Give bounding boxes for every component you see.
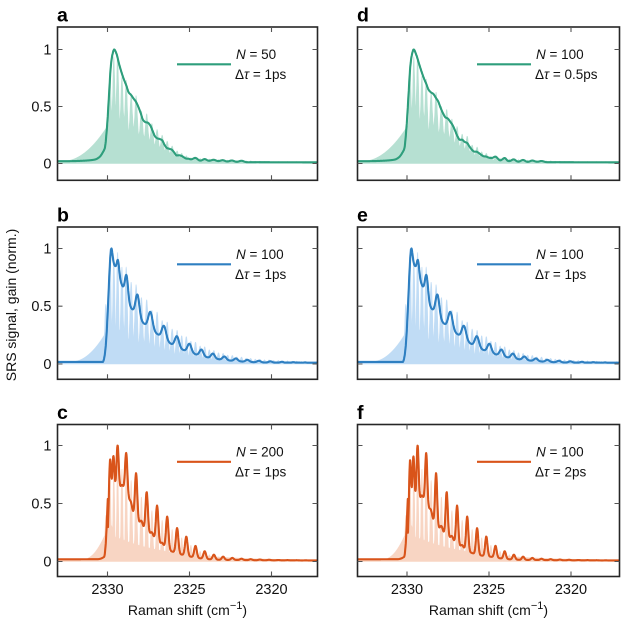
svg-text:1: 1 bbox=[43, 43, 51, 59]
svg-text:SRS signal, gain (norm.): SRS signal, gain (norm.) bbox=[3, 229, 19, 382]
svg-text:N = 100: N = 100 bbox=[536, 47, 584, 62]
svg-text:N = 100: N = 100 bbox=[236, 247, 284, 262]
svg-text:f: f bbox=[357, 402, 364, 424]
svg-text:Δτ = 2ps: Δτ = 2ps bbox=[535, 465, 586, 480]
svg-text:d: d bbox=[357, 4, 369, 26]
svg-text:Δτ = 1ps: Δτ = 1ps bbox=[535, 267, 586, 282]
svg-text:0.5: 0.5 bbox=[31, 299, 51, 315]
svg-text:Δτ = 0.5ps: Δτ = 0.5ps bbox=[535, 67, 598, 82]
svg-text:c: c bbox=[57, 402, 68, 424]
svg-text:Δτ = 1ps: Δτ = 1ps bbox=[235, 465, 286, 480]
svg-text:1: 1 bbox=[43, 242, 51, 258]
svg-text:2320: 2320 bbox=[255, 582, 287, 598]
svg-text:Raman shift (cm−1): Raman shift (cm−1) bbox=[429, 600, 548, 618]
svg-text:2330: 2330 bbox=[91, 582, 123, 598]
svg-text:N = 50: N = 50 bbox=[236, 47, 276, 62]
svg-text:Δτ = 1ps: Δτ = 1ps bbox=[235, 267, 286, 282]
svg-text:N = 100: N = 100 bbox=[536, 444, 584, 459]
svg-text:2325: 2325 bbox=[173, 582, 205, 598]
svg-text:Δτ = 1ps: Δτ = 1ps bbox=[235, 67, 286, 82]
svg-text:0: 0 bbox=[43, 157, 51, 173]
svg-text:0.5: 0.5 bbox=[31, 497, 51, 513]
svg-text:e: e bbox=[357, 204, 368, 226]
svg-text:0.5: 0.5 bbox=[31, 100, 51, 116]
svg-text:2330: 2330 bbox=[391, 582, 423, 598]
svg-text:N = 200: N = 200 bbox=[236, 444, 284, 459]
svg-text:N = 100: N = 100 bbox=[536, 247, 584, 262]
svg-text:b: b bbox=[57, 204, 69, 226]
svg-text:0: 0 bbox=[43, 357, 51, 373]
svg-text:Raman shift (cm−1): Raman shift (cm−1) bbox=[128, 600, 247, 618]
svg-text:a: a bbox=[57, 4, 68, 26]
svg-text:2320: 2320 bbox=[555, 582, 587, 598]
svg-text:1: 1 bbox=[43, 439, 51, 455]
svg-text:2325: 2325 bbox=[473, 582, 505, 598]
svg-text:0: 0 bbox=[43, 555, 51, 571]
